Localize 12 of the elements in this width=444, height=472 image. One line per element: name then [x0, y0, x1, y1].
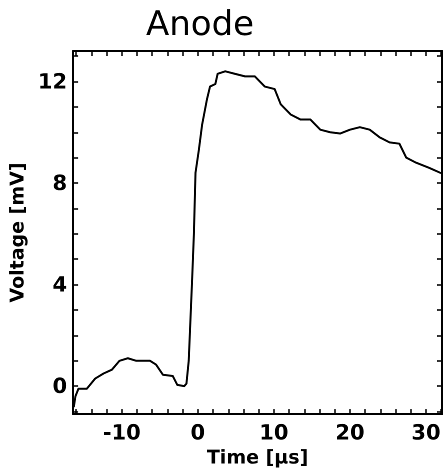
x-tick-label: 20 — [335, 420, 365, 445]
y-tick-label: 4 — [52, 272, 68, 297]
y-tick-label: 12 — [38, 69, 68, 94]
x-tick-label: -10 — [102, 420, 141, 445]
x-tick-label: 30 — [411, 420, 441, 445]
x-tick-label: 0 — [190, 420, 206, 445]
y-tick-label: 0 — [52, 374, 68, 398]
chart-title: Anode — [146, 4, 254, 44]
y-tick-label: 8 — [52, 171, 68, 196]
x-axis-title: Time [µs] — [206, 446, 308, 468]
y-axis-title: Voltage [mV] — [6, 162, 28, 303]
x-tick-label: 10 — [259, 420, 289, 445]
